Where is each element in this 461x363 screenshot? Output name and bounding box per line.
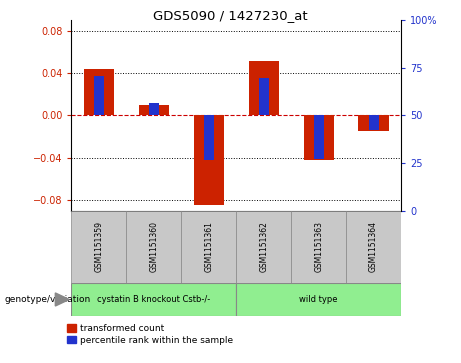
Bar bbox=[248, 61, 279, 115]
Bar bbox=[303, 115, 334, 160]
Bar bbox=[139, 105, 169, 115]
Bar bbox=[71, 283, 236, 316]
Bar bbox=[369, 115, 378, 130]
Text: GSM1151362: GSM1151362 bbox=[259, 221, 268, 272]
Bar bbox=[259, 78, 269, 115]
Bar bbox=[94, 76, 104, 115]
Bar bbox=[84, 69, 114, 115]
Bar bbox=[359, 115, 389, 131]
Text: GDS5090 / 1427230_at: GDS5090 / 1427230_at bbox=[153, 9, 308, 22]
Bar bbox=[346, 211, 401, 283]
Bar bbox=[291, 211, 346, 283]
Text: GSM1151361: GSM1151361 bbox=[204, 221, 213, 272]
Text: GSM1151364: GSM1151364 bbox=[369, 221, 378, 272]
Bar bbox=[181, 211, 236, 283]
Bar bbox=[71, 211, 126, 283]
Text: genotype/variation: genotype/variation bbox=[5, 295, 91, 304]
Bar bbox=[126, 211, 181, 283]
Text: GSM1151360: GSM1151360 bbox=[149, 221, 159, 272]
Text: wild type: wild type bbox=[299, 295, 338, 304]
Bar bbox=[204, 115, 214, 160]
Legend: transformed count, percentile rank within the sample: transformed count, percentile rank withi… bbox=[67, 324, 233, 344]
Bar bbox=[314, 115, 324, 159]
Bar bbox=[194, 115, 224, 205]
Bar bbox=[149, 102, 159, 115]
Bar bbox=[236, 211, 291, 283]
Text: GSM1151363: GSM1151363 bbox=[314, 221, 323, 272]
Text: cystatin B knockout Cstb-/-: cystatin B knockout Cstb-/- bbox=[97, 295, 211, 304]
Bar bbox=[236, 283, 401, 316]
Text: GSM1151359: GSM1151359 bbox=[95, 221, 103, 272]
